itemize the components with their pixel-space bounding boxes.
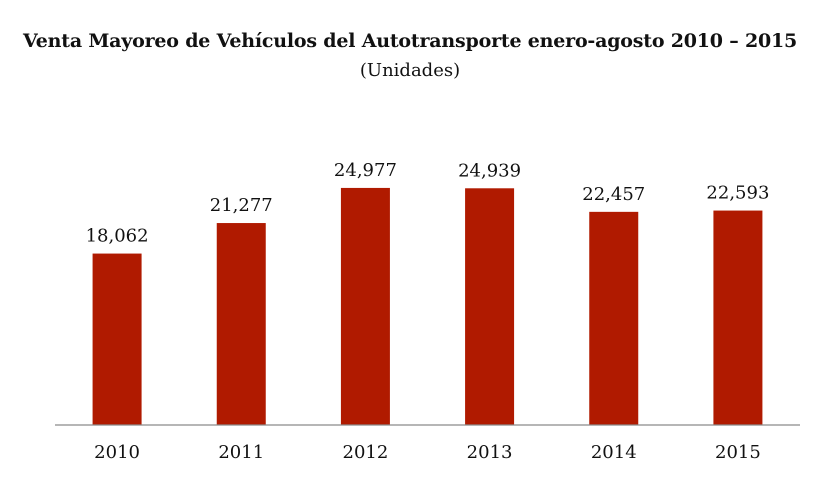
value-label-2013: 24,939 bbox=[458, 160, 521, 181]
x-tick-label-2013: 2013 bbox=[467, 442, 513, 463]
bar-2011 bbox=[216, 223, 266, 425]
bar-2013 bbox=[465, 188, 515, 425]
x-tick-label-2012: 2012 bbox=[343, 442, 389, 463]
bars-group bbox=[92, 187, 763, 425]
x-tick-label-2011: 2011 bbox=[218, 442, 264, 463]
x-tick-label-2014: 2014 bbox=[591, 442, 637, 463]
value-labels-group: 18,062 21,277 24,977 24,939 22,457 22,593 bbox=[86, 160, 770, 247]
value-label-2014: 22,457 bbox=[582, 184, 645, 205]
value-label-2012: 24,977 bbox=[334, 160, 397, 181]
x-tick-label-2015: 2015 bbox=[715, 442, 761, 463]
bar-2012 bbox=[340, 187, 390, 425]
chart-subtitle: (Unidades) bbox=[359, 60, 461, 81]
x-tick-label-2010: 2010 bbox=[94, 442, 140, 463]
value-label-2015: 22,593 bbox=[706, 183, 769, 204]
bar-2014 bbox=[589, 211, 639, 425]
value-label-2010: 18,062 bbox=[86, 226, 149, 247]
bar-2010 bbox=[92, 253, 142, 425]
chart-title: Venta Mayoreo de Vehículos del Autotrans… bbox=[22, 30, 798, 52]
x-tick-labels-group: 2010 2011 2012 2013 2014 2015 bbox=[94, 442, 761, 463]
bar-2015 bbox=[713, 210, 763, 425]
value-label-2011: 21,277 bbox=[210, 195, 273, 216]
